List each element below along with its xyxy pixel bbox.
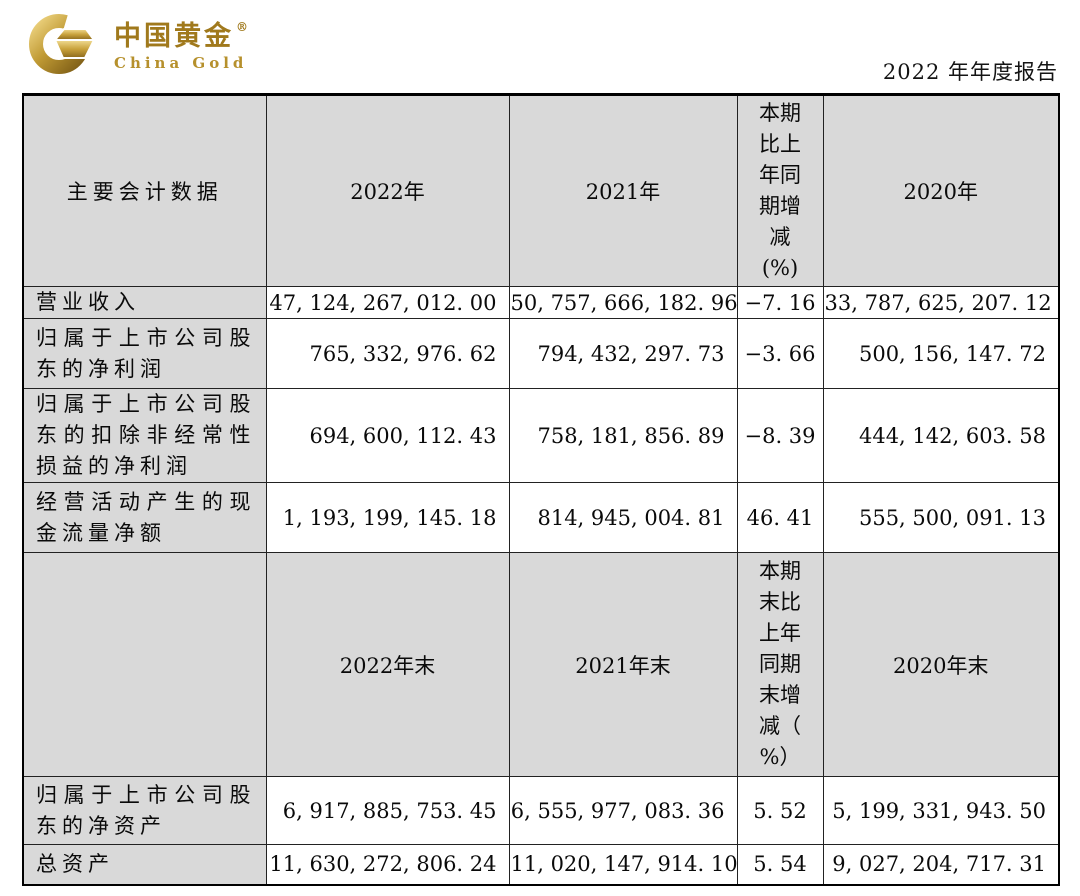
value-2022: 6, 917, 885, 753. 45 [265, 776, 510, 845]
row-label: 经营活动产生的现金流量净额 [22, 482, 267, 553]
value-2020: 33, 787, 625, 207. 12 [822, 286, 1060, 319]
row-label: 总资产 [22, 844, 267, 885]
table-row-net-profit: 归属于上市公司股东的净利润 765, 332, 976. 62 794, 432… [22, 318, 1060, 389]
header-2022: 2022年 [265, 94, 510, 287]
value-2020: 5, 199, 331, 943. 50 [822, 776, 1060, 845]
value-2022: 1, 193, 199, 145. 18 [265, 482, 510, 553]
value-2021: 758, 181, 856. 89 [508, 388, 738, 483]
header-main-metrics: 主要会计数据 [22, 94, 267, 287]
table-row-total-assets: 总资产 11, 630, 272, 806. 24 11, 020, 147, … [22, 844, 1060, 885]
value-2022: 694, 600, 112. 43 [265, 388, 510, 483]
row-label: 营业收入 [22, 286, 267, 319]
value-2022: 11, 630, 272, 806. 24 [265, 844, 510, 885]
value-2020: 444, 142, 603. 58 [822, 388, 1060, 483]
logo-en-text: China Gold [114, 53, 248, 72]
header-main-blank [22, 552, 267, 777]
header-2020-end: 2020年末 [822, 552, 1060, 777]
value-change-pct: 46. 41 [736, 482, 824, 553]
value-2020: 500, 156, 147. 72 [822, 318, 1060, 389]
table-row-operating-cash-flow: 经营活动产生的现金流量净额 1, 193, 199, 145. 18 814, … [22, 482, 1060, 553]
row-label: 归属于上市公司股东的净资产 [22, 776, 267, 845]
row-label: 归属于上市公司股东的扣除非经常性损益的净利润 [22, 388, 267, 483]
value-change-pct: 5. 54 [736, 844, 824, 885]
header-2020: 2020年 [822, 94, 1060, 287]
value-change-pct: −3. 66 [736, 318, 824, 389]
logo-text: 中国黄金 ® China Gold [114, 13, 248, 72]
value-change-pct: −7. 16 [736, 286, 824, 319]
value-2021: 6, 555, 977, 083. 36 [508, 776, 738, 845]
row-label: 归属于上市公司股东的净利润 [22, 318, 267, 389]
report-title: 2022 年年度报告 [882, 60, 1058, 84]
logo-cn-text: 中国黄金 [114, 20, 234, 52]
value-2021: 814, 945, 004. 81 [508, 482, 738, 553]
table-header-row-annual: 主要会计数据 2022年 2021年 本期 比上 年同 期增 减 (%) 202… [22, 94, 1060, 287]
value-change-pct: −8. 39 [736, 388, 824, 483]
header-2022-end: 2022年末 [265, 552, 510, 777]
table-row-net-profit-excl-nonrecurring: 归属于上市公司股东的扣除非经常性损益的净利润 694, 600, 112. 43… [22, 388, 1060, 483]
registered-trademark-icon: ® [236, 19, 248, 34]
china-gold-logo: 中国黄金 ® China Gold [28, 6, 248, 78]
header-2021-end: 2021年末 [508, 552, 738, 777]
table-header-row-yearend: 2022年末 2021年末 本期 末比 上年 同期 末增 减（ %） 2020年… [22, 552, 1060, 777]
value-2022: 765, 332, 976. 62 [265, 318, 510, 389]
value-change-pct: 5. 52 [736, 776, 824, 845]
page-masthead: 中国黄金 ® China Gold 2022 年年度报告 [0, 0, 1080, 92]
header-2021: 2021年 [508, 94, 738, 287]
value-2020: 9, 027, 204, 717. 31 [822, 844, 1060, 885]
table-row-net-assets: 归属于上市公司股东的净资产 6, 917, 885, 753. 45 6, 55… [22, 776, 1060, 845]
header-yearend-change-pct: 本期 末比 上年 同期 末增 减（ %） [736, 552, 824, 777]
value-2021: 11, 020, 147, 914. 10 [508, 844, 738, 885]
value-2021: 50, 757, 666, 182. 96 [508, 286, 738, 319]
key-accounting-data-table: 主要会计数据 2022年 2021年 本期 比上 年同 期增 减 (%) 202… [22, 93, 1060, 886]
value-2020: 555, 500, 091. 13 [822, 482, 1060, 553]
table-row-operating-revenue: 营业收入 47, 124, 267, 012. 00 50, 757, 666,… [22, 286, 1060, 319]
header-change-pct: 本期 比上 年同 期增 减 (%) [736, 94, 824, 287]
logo-cn-name: 中国黄金 ® [114, 13, 248, 51]
china-gold-logo-icon [29, 14, 96, 74]
value-2021: 794, 432, 297. 73 [508, 318, 738, 389]
value-2022: 47, 124, 267, 012. 00 [265, 286, 510, 319]
